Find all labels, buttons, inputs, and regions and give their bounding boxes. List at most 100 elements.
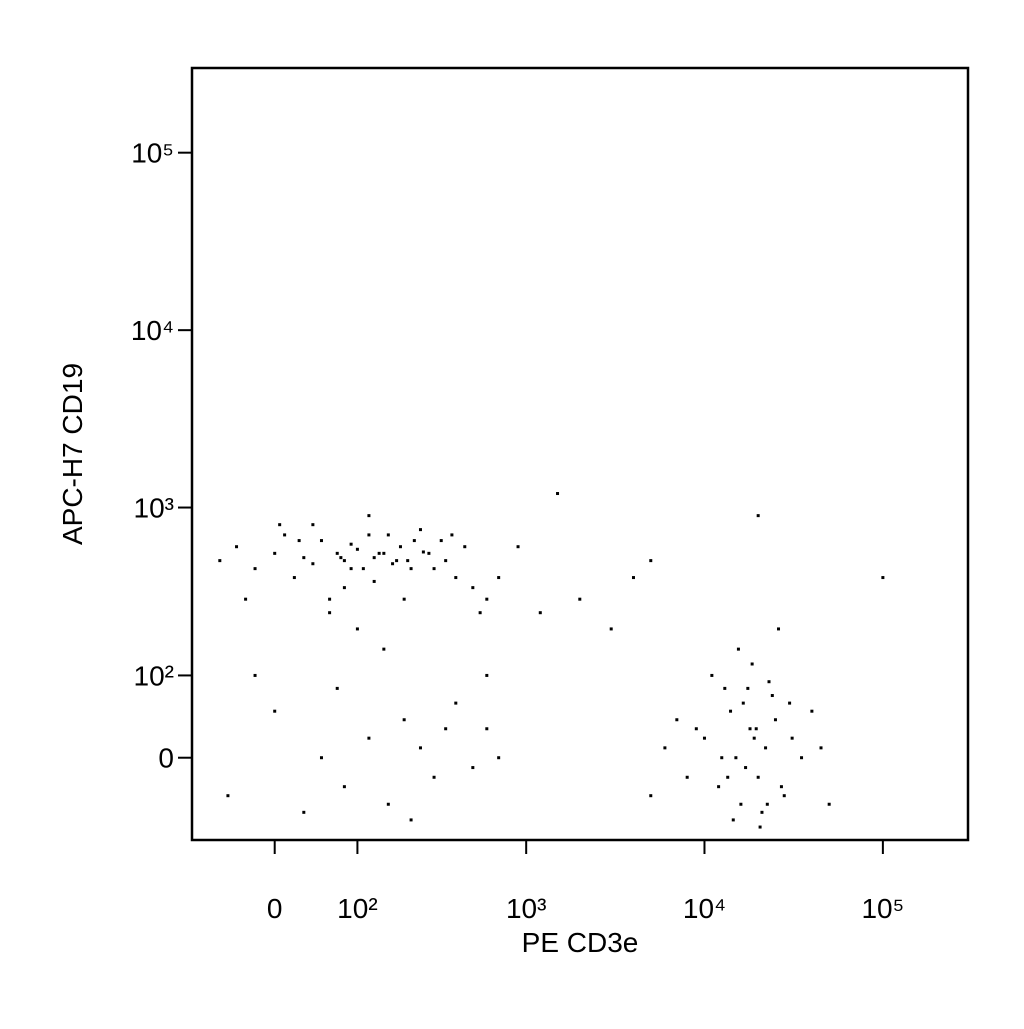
data-point: [409, 818, 413, 822]
data-point: [418, 528, 422, 532]
data-point: [444, 727, 448, 731]
data-point: [391, 562, 395, 566]
data-point: [649, 794, 653, 798]
data-point: [367, 736, 371, 740]
data-point: [342, 586, 346, 590]
data-point: [694, 727, 698, 731]
data-point: [395, 559, 399, 563]
data-point: [471, 586, 475, 590]
data-point: [355, 547, 359, 551]
data-point: [382, 647, 386, 651]
data-point: [382, 551, 386, 555]
data-point: [335, 551, 339, 555]
data-point: [675, 718, 679, 722]
y-axis-title: APC-H7 CD19: [57, 363, 88, 545]
data-point: [367, 533, 371, 537]
data-point: [450, 533, 454, 537]
data-point: [788, 701, 792, 705]
data-point: [478, 611, 482, 615]
data-point: [764, 746, 768, 750]
data-point: [631, 576, 635, 580]
data-point: [302, 556, 306, 560]
data-point: [750, 662, 754, 666]
data-point: [432, 775, 436, 779]
data-point: [609, 627, 613, 631]
data-point: [756, 514, 760, 518]
x-tick-label: 10⁵: [861, 893, 904, 924]
data-point: [342, 559, 346, 563]
data-point: [273, 551, 277, 555]
data-point: [736, 647, 740, 651]
data-point: [765, 802, 769, 806]
data-point: [311, 523, 315, 527]
data-point: [734, 756, 738, 760]
data-point: [302, 810, 306, 814]
data-point: [782, 794, 786, 798]
data-point: [339, 556, 343, 560]
data-point: [497, 756, 501, 760]
data-point: [292, 576, 296, 580]
data-point: [717, 785, 721, 789]
data-point: [702, 736, 706, 740]
data-point: [741, 701, 745, 705]
data-point: [283, 533, 287, 537]
data-point: [386, 802, 390, 806]
data-point: [439, 539, 443, 543]
data-point: [244, 597, 248, 601]
data-point: [756, 775, 760, 779]
data-point: [760, 810, 764, 814]
data-point: [744, 766, 748, 770]
data-point: [372, 579, 376, 583]
data-point: [485, 597, 489, 601]
data-point: [432, 567, 436, 571]
data-point: [253, 567, 257, 571]
data-point: [398, 545, 402, 549]
data-point: [454, 701, 458, 705]
data-point: [328, 611, 332, 615]
data-point: [278, 523, 282, 527]
data-point: [406, 559, 410, 563]
data-point: [790, 736, 794, 740]
data-point: [412, 539, 416, 543]
data-point: [372, 556, 376, 560]
data-point: [748, 727, 752, 731]
data-point: [355, 627, 359, 631]
data-point: [454, 576, 458, 580]
data-point: [349, 567, 353, 571]
data-point: [361, 567, 365, 571]
data-point: [538, 611, 542, 615]
data-point: [409, 567, 413, 571]
data-point: [386, 533, 390, 537]
data-point: [819, 746, 823, 750]
data-point: [328, 597, 332, 601]
y-tick-label: 10⁴: [131, 315, 174, 346]
data-point: [253, 673, 257, 677]
data-point: [218, 559, 222, 563]
data-point: [720, 756, 724, 760]
data-point: [273, 709, 277, 713]
data-point: [752, 736, 756, 740]
data-point: [485, 727, 489, 731]
plot-frame: [190, 66, 970, 842]
data-point: [319, 539, 323, 543]
data-point: [497, 576, 501, 580]
y-tick-label: 10³: [134, 493, 174, 524]
x-tick-label: 10²: [337, 893, 377, 924]
data-point: [810, 709, 814, 713]
data-point: [402, 718, 406, 722]
data-point: [335, 686, 339, 690]
data-point: [746, 686, 750, 690]
data-point: [516, 545, 520, 549]
data-point: [779, 785, 783, 789]
y-tick-label: 0: [158, 743, 174, 774]
x-axis-title: PE CD3e: [522, 927, 639, 958]
x-tick-label: 10⁴: [683, 893, 726, 924]
data-point: [427, 551, 431, 555]
data-point: [402, 597, 406, 601]
data-point: [685, 775, 689, 779]
data-point: [649, 559, 653, 563]
data-point: [421, 550, 425, 554]
data-point: [729, 709, 733, 713]
data-point: [758, 825, 762, 829]
